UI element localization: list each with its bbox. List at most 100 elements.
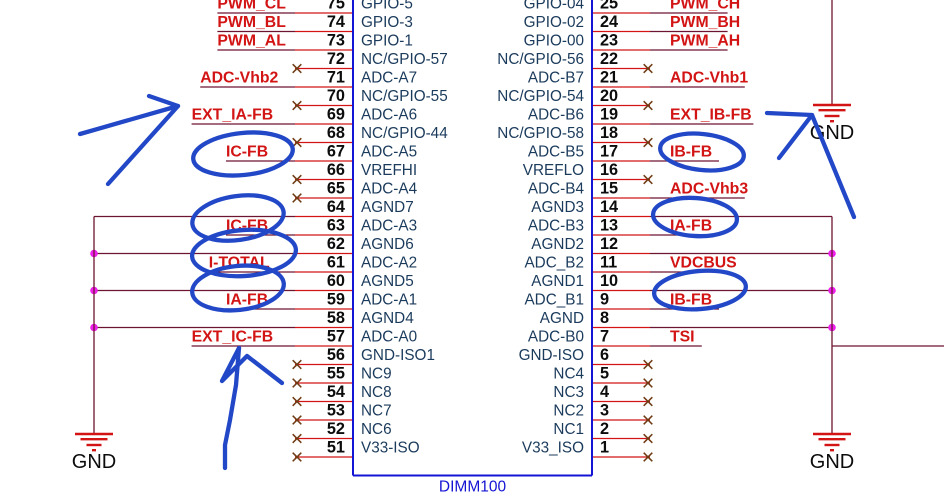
svg-text:23: 23 xyxy=(600,32,618,50)
svg-text:20: 20 xyxy=(600,87,618,105)
svg-text:21: 21 xyxy=(600,69,618,87)
svg-text:GPIO-02: GPIO-02 xyxy=(524,14,584,31)
svg-text:AGND3: AGND3 xyxy=(531,199,584,216)
svg-text:NC8: NC8 xyxy=(361,384,392,401)
svg-text:IB-FB: IB-FB xyxy=(670,144,712,161)
svg-text:12: 12 xyxy=(600,235,618,253)
svg-text:PWM_BH: PWM_BH xyxy=(670,14,740,31)
svg-text:AGND2: AGND2 xyxy=(531,236,584,253)
svg-text:ADC-B7: ADC-B7 xyxy=(528,70,584,87)
svg-text:PWM_BL: PWM_BL xyxy=(217,14,286,31)
svg-text:NC/GPIO-54: NC/GPIO-54 xyxy=(497,88,584,105)
svg-text:56: 56 xyxy=(327,346,345,364)
svg-text:25: 25 xyxy=(600,0,618,13)
svg-text:ADC-A4: ADC-A4 xyxy=(361,181,418,198)
svg-text:NC/GPIO-44: NC/GPIO-44 xyxy=(361,125,448,142)
svg-text:62: 62 xyxy=(327,235,345,253)
svg-text:ADC-A6: ADC-A6 xyxy=(361,107,417,124)
svg-text:3: 3 xyxy=(600,402,609,420)
svg-text:NC4: NC4 xyxy=(553,366,584,383)
svg-text:7: 7 xyxy=(600,328,609,346)
svg-text:ADC_B1: ADC_B1 xyxy=(524,292,584,309)
svg-text:ADC-B0: ADC-B0 xyxy=(528,329,584,346)
svg-text:70: 70 xyxy=(327,87,345,105)
svg-text:75: 75 xyxy=(327,0,345,13)
svg-text:16: 16 xyxy=(600,161,618,179)
svg-text:55: 55 xyxy=(327,365,345,383)
svg-text:59: 59 xyxy=(327,291,345,309)
svg-text:GND-ISO: GND-ISO xyxy=(519,347,585,364)
svg-text:57: 57 xyxy=(327,328,345,346)
svg-text:18: 18 xyxy=(600,124,618,142)
svg-text:PWM_CH: PWM_CH xyxy=(670,0,740,13)
svg-text:AGND7: AGND7 xyxy=(361,199,414,216)
svg-text:VREFLO: VREFLO xyxy=(523,162,584,179)
svg-text:NC/GPIO-55: NC/GPIO-55 xyxy=(361,88,448,105)
svg-text:1: 1 xyxy=(600,439,609,457)
svg-text:4: 4 xyxy=(600,383,609,401)
svg-text:15: 15 xyxy=(600,180,618,198)
svg-text:53: 53 xyxy=(327,402,345,420)
svg-text:ADC-A2: ADC-A2 xyxy=(361,255,417,272)
svg-text:GND-ISO1: GND-ISO1 xyxy=(361,347,435,364)
svg-text:TSI: TSI xyxy=(670,329,695,346)
svg-text:GND: GND xyxy=(810,451,854,473)
svg-text:GPIO-5: GPIO-5 xyxy=(361,0,413,13)
svg-text:V33-ISO: V33-ISO xyxy=(361,440,420,457)
svg-text:NC6: NC6 xyxy=(361,421,392,438)
svg-text:52: 52 xyxy=(327,420,345,438)
svg-text:VREFHI: VREFHI xyxy=(361,162,417,179)
svg-text:GPIO-04: GPIO-04 xyxy=(524,0,585,13)
svg-text:GND: GND xyxy=(72,451,116,473)
svg-text:NC/GPIO-58: NC/GPIO-58 xyxy=(497,125,584,142)
svg-text:DIMM100: DIMM100 xyxy=(439,479,507,492)
svg-text:51: 51 xyxy=(327,439,345,457)
svg-text:ADC-B3: ADC-B3 xyxy=(528,218,584,235)
svg-text:AGND: AGND xyxy=(540,310,584,327)
svg-text:GPIO-1: GPIO-1 xyxy=(361,33,413,50)
svg-text:54: 54 xyxy=(327,383,345,401)
svg-text:14: 14 xyxy=(600,198,618,216)
svg-text:72: 72 xyxy=(327,50,345,68)
svg-text:ADC-B4: ADC-B4 xyxy=(528,181,585,198)
svg-text:AGND1: AGND1 xyxy=(531,273,584,290)
svg-text:PWM_AH: PWM_AH xyxy=(670,33,740,50)
svg-text:NC1: NC1 xyxy=(553,421,584,438)
svg-text:22: 22 xyxy=(600,50,618,68)
svg-text:13: 13 xyxy=(600,217,618,235)
svg-text:NC2: NC2 xyxy=(553,403,584,420)
svg-text:65: 65 xyxy=(327,180,345,198)
svg-text:ADC-A1: ADC-A1 xyxy=(361,292,417,309)
svg-text:10: 10 xyxy=(600,272,618,290)
svg-text:NC7: NC7 xyxy=(361,403,392,420)
svg-text:6: 6 xyxy=(600,346,609,364)
svg-text:NC3: NC3 xyxy=(553,384,584,401)
svg-text:73: 73 xyxy=(327,32,345,50)
svg-text:NC/GPIO-56: NC/GPIO-56 xyxy=(497,51,584,68)
svg-text:ADC-A0: ADC-A0 xyxy=(361,329,417,346)
svg-text:74: 74 xyxy=(327,13,345,31)
svg-text:66: 66 xyxy=(327,161,345,179)
svg-text:69: 69 xyxy=(327,106,345,124)
svg-text:17: 17 xyxy=(600,143,618,161)
svg-text:ADC-Vhb1: ADC-Vhb1 xyxy=(670,70,748,87)
svg-text:ADC-B6: ADC-B6 xyxy=(528,107,584,124)
svg-text:EXT_IA-FB: EXT_IA-FB xyxy=(192,107,274,124)
svg-text:PWM_CL: PWM_CL xyxy=(217,0,286,13)
svg-text:24: 24 xyxy=(600,13,618,31)
svg-text:AGND4: AGND4 xyxy=(361,310,414,327)
svg-text:60: 60 xyxy=(327,272,345,290)
svg-text:64: 64 xyxy=(327,198,345,216)
svg-text:5: 5 xyxy=(600,365,609,383)
svg-text:61: 61 xyxy=(327,254,345,272)
svg-text:NC/GPIO-57: NC/GPIO-57 xyxy=(361,51,448,68)
svg-text:GPIO-00: GPIO-00 xyxy=(524,33,584,50)
svg-text:ADC-A7: ADC-A7 xyxy=(361,70,417,87)
svg-text:EXT_IC-FB: EXT_IC-FB xyxy=(192,329,274,346)
svg-text:GPIO-3: GPIO-3 xyxy=(361,14,413,31)
svg-text:2: 2 xyxy=(600,420,609,438)
svg-text:11: 11 xyxy=(600,254,617,272)
svg-text:67: 67 xyxy=(327,143,345,161)
svg-text:63: 63 xyxy=(327,217,345,235)
svg-text:ADC-A5: ADC-A5 xyxy=(361,144,417,161)
